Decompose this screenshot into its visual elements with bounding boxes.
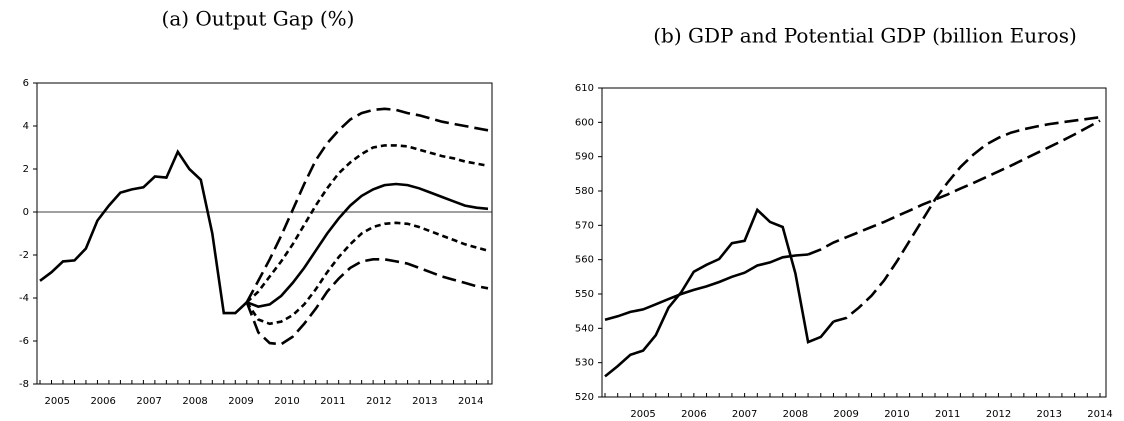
- y-tick-label: 6: [23, 78, 29, 89]
- series-line: [245, 107, 489, 303]
- x-tick-label: 2005: [630, 409, 655, 420]
- y-tick-label: 570: [575, 220, 594, 231]
- y-tick-label: 2: [23, 164, 29, 175]
- y-tick-label: 0: [23, 207, 29, 218]
- y-tick-label: -4: [19, 293, 29, 304]
- series-line: [604, 253, 809, 322]
- x-tick-label: 2011: [320, 396, 345, 407]
- series-line: [833, 115, 1101, 323]
- series-line: [245, 258, 489, 346]
- x-tick-label: 2010: [274, 396, 299, 407]
- x-tick-label: 2010: [884, 409, 909, 420]
- y-tick-label: 520: [575, 392, 594, 403]
- y-tick-label: 540: [575, 323, 594, 334]
- x-tick-label: 2009: [228, 396, 253, 407]
- x-tick-label: 2012: [986, 409, 1011, 420]
- x-tick-label: 2008: [783, 409, 808, 420]
- x-tick-label: 2006: [90, 396, 115, 407]
- plot-frame: [601, 87, 1107, 398]
- series-line: [807, 119, 1101, 256]
- series-line: [39, 149, 489, 315]
- x-tick-label: 2007: [136, 396, 161, 407]
- y-tick-label: 610: [575, 83, 594, 94]
- y-tick-label: 590: [575, 152, 594, 163]
- x-tick-label: 2005: [45, 396, 70, 407]
- x-tick-label: 2013: [412, 396, 437, 407]
- x-tick-label: 2013: [1037, 409, 1062, 420]
- chart-title: (a) Output Gap (%): [162, 7, 355, 31]
- y-tick-label: 600: [575, 117, 594, 128]
- y-tick-label: 580: [575, 186, 594, 197]
- x-tick-label: 2012: [366, 396, 391, 407]
- x-tick-label: 2014: [1087, 409, 1112, 420]
- x-tick-label: 2007: [732, 409, 757, 420]
- x-tick-label: 2014: [458, 396, 483, 407]
- x-tick-label: 2009: [833, 409, 858, 420]
- chart-title: (b) GDP and Potential GDP (billion Euros…: [653, 24, 1077, 48]
- x-tick-label: 2011: [935, 409, 960, 420]
- series-line: [245, 221, 489, 326]
- series-line: [245, 144, 489, 304]
- x-tick-label: 2006: [681, 409, 706, 420]
- series-line: [604, 207, 835, 378]
- y-tick-label: -8: [19, 379, 29, 390]
- y-tick-label: 4: [23, 121, 29, 132]
- y-tick-label: -2: [19, 250, 29, 261]
- y-tick-label: 550: [575, 289, 594, 300]
- y-tick-label: -6: [19, 336, 29, 347]
- y-tick-label: 560: [575, 255, 594, 266]
- x-tick-label: 2008: [182, 396, 207, 407]
- y-tick-label: 530: [575, 358, 594, 369]
- plot-frame: [36, 82, 493, 385]
